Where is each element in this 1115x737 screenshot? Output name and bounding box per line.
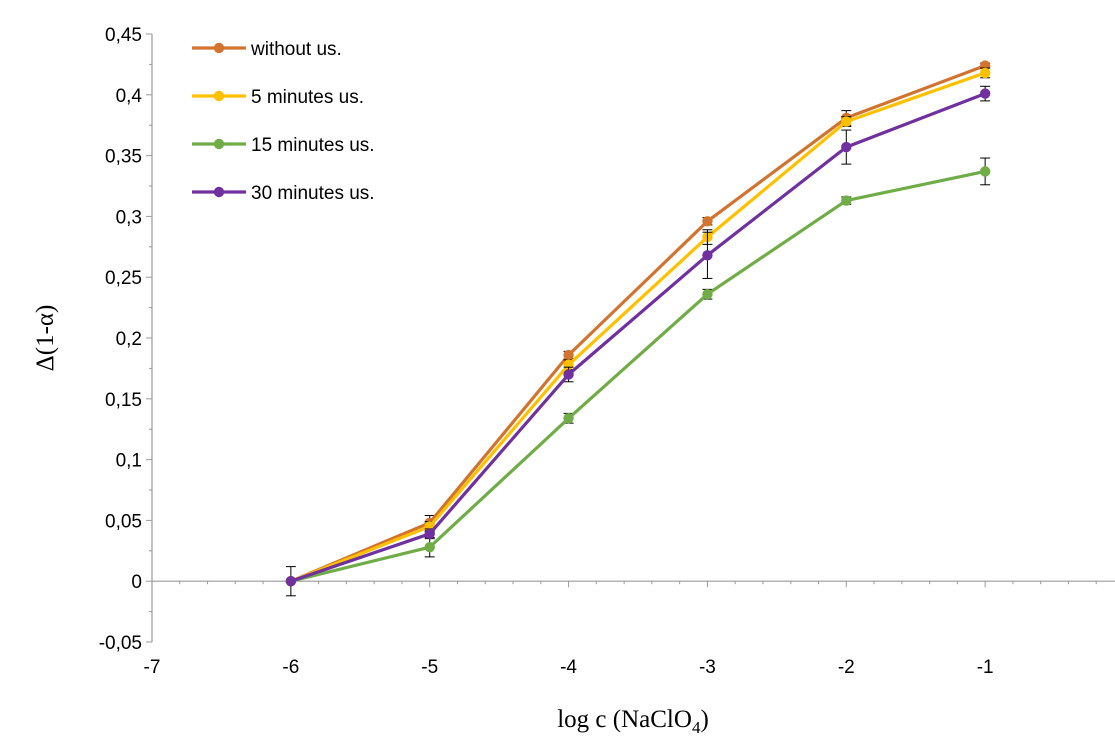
legend-item: 15 minutes us. — [192, 135, 375, 156]
x-tick-label: -5 — [421, 657, 438, 678]
series — [285, 67, 991, 587]
data-point — [563, 369, 574, 380]
data-point — [563, 349, 574, 361]
x-tick-label: -1 — [977, 657, 994, 678]
data-point — [841, 195, 852, 206]
x-axis-title-subscript: 4 — [692, 718, 701, 737]
legend-item: without us. — [192, 39, 342, 60]
y-tick-label: -0,05 — [99, 633, 142, 654]
y-tick-label: 0,25 — [105, 268, 142, 289]
x-axis-title-end: ) — [700, 706, 708, 733]
y-axis-title: Δ(1-α) — [32, 305, 59, 372]
data-point — [702, 216, 713, 227]
legend-label: 30 minutes us. — [251, 183, 375, 204]
x-tick-label: -6 — [282, 657, 299, 678]
legend-marker — [213, 90, 225, 102]
y-tick-label: 0,4 — [116, 86, 143, 107]
data-point — [979, 166, 991, 177]
y-tick-label: 0,2 — [116, 329, 142, 350]
data-point — [841, 141, 852, 153]
legend: without us. 5 minutes us. 15 minutes us. 30… — [192, 39, 375, 204]
legend-marker — [213, 186, 225, 198]
series — [285, 85, 991, 597]
series-line — [290, 169, 986, 583]
legend-label: without us. — [250, 39, 342, 60]
legend-marker — [213, 138, 225, 150]
series-line — [290, 64, 986, 583]
x-tick-label: -2 — [838, 657, 855, 678]
series-line — [290, 71, 986, 583]
data-point — [424, 528, 435, 539]
y-tick-label: 0,1 — [116, 451, 142, 472]
legend-marker — [213, 42, 225, 54]
y-tick-label: 0,45 — [105, 25, 142, 46]
series — [285, 157, 991, 587]
y-tick-label: 0,3 — [116, 207, 142, 228]
y-tick-label: 0,05 — [105, 511, 142, 532]
legend-item: 30 minutes us. — [192, 183, 375, 204]
data-point — [979, 88, 991, 99]
x-axis-title-main: log c (NaClO — [557, 706, 692, 733]
x-tick-label: -3 — [699, 657, 716, 678]
legend-item: 5 minutes us. — [192, 87, 364, 108]
x-tick-label: -7 — [144, 657, 161, 678]
series — [285, 60, 991, 587]
series-line — [290, 92, 986, 583]
data-point — [979, 67, 991, 79]
data-point — [702, 289, 713, 300]
legend-label: 15 minutes us. — [251, 135, 375, 156]
y-tick-label: 0,15 — [105, 390, 142, 411]
data-point — [424, 541, 435, 553]
y-tick-label: 0,35 — [105, 147, 142, 168]
data-point — [702, 250, 713, 261]
y-tick-label: 0 — [131, 572, 142, 593]
x-tick-label: -4 — [560, 657, 577, 678]
data-point — [563, 413, 574, 424]
legend-label: 5 minutes us. — [251, 87, 364, 108]
data-point — [841, 116, 852, 127]
data-point — [285, 576, 297, 587]
x-axis-title: log c (NaClO4) — [557, 706, 709, 737]
axes: -0,05 0 0,05 0,1 0,15 0,2 0,25 0,3 0,35 0,4 0,45 -7… — [99, 25, 1115, 678]
series-layer — [285, 60, 991, 597]
